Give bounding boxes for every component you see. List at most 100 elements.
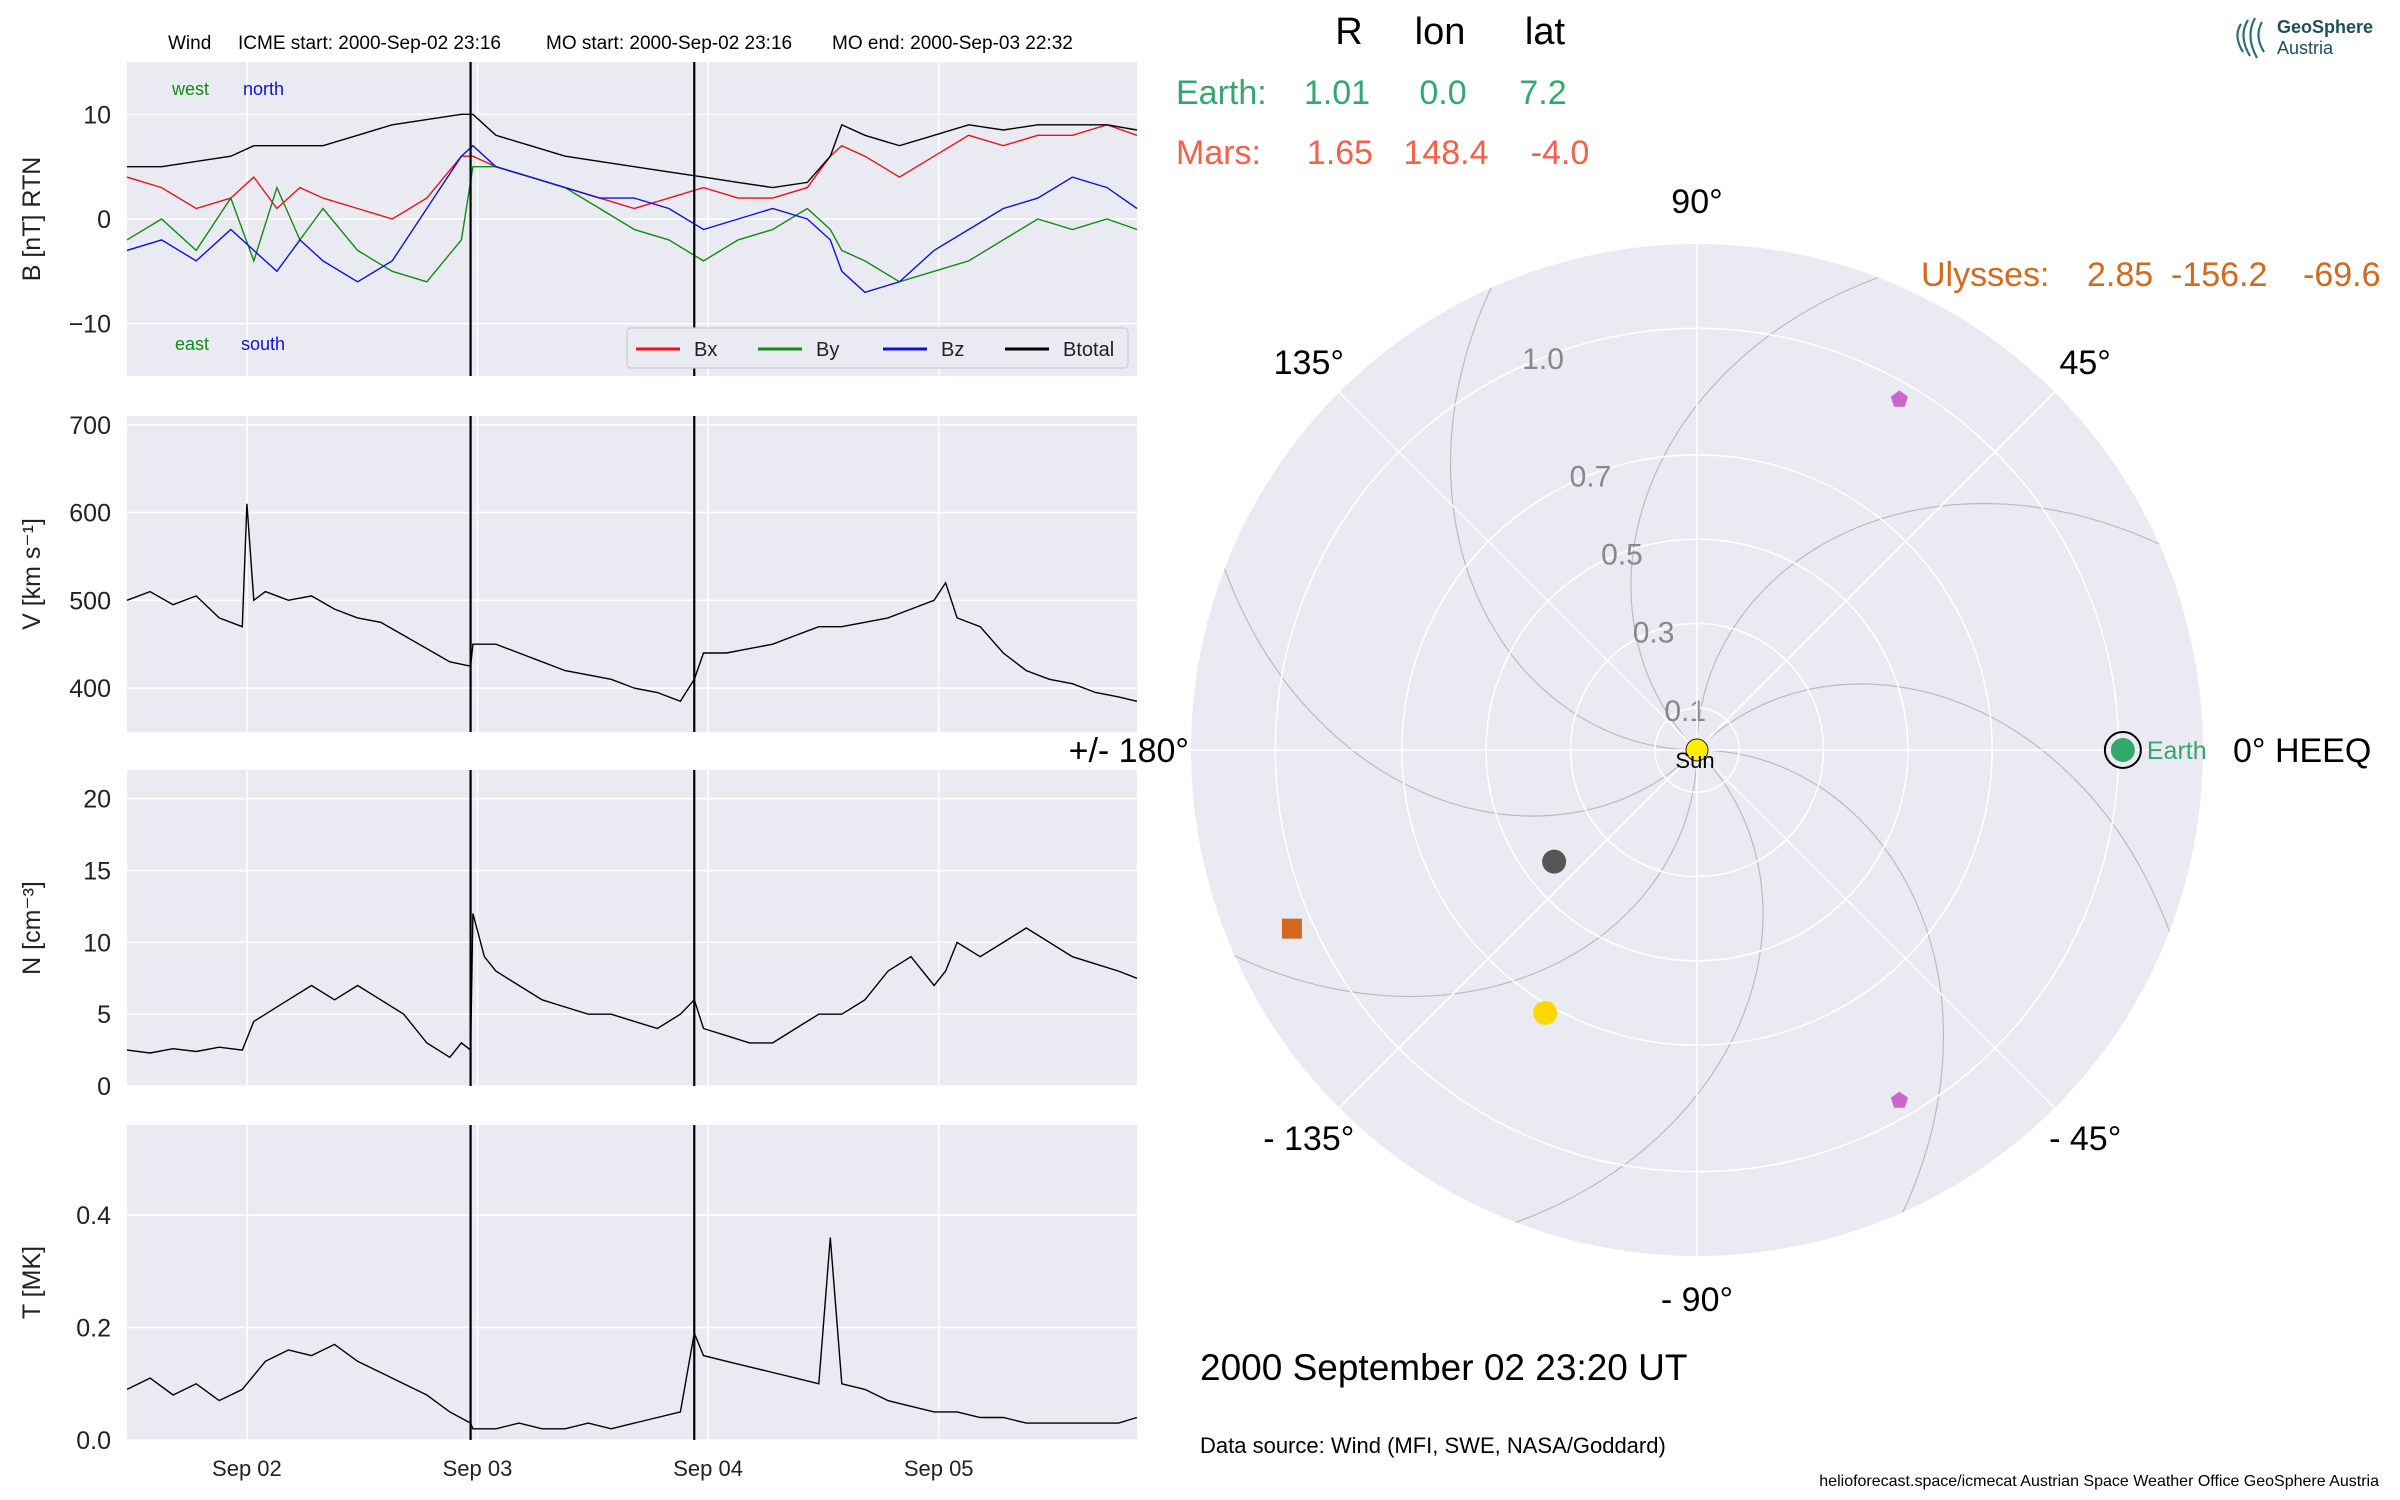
- title-spacecraft: Wind: [168, 33, 211, 54]
- y-tick-label: 10: [83, 101, 111, 129]
- radial-tick-label: 1.0: [1522, 343, 1564, 376]
- sun-marker: [1685, 738, 1709, 762]
- logo-line2: Austria: [2277, 38, 2334, 58]
- series-line-t: [126, 1237, 1138, 1430]
- angle-label: 90°: [1671, 183, 1722, 221]
- y-tick-label: 10: [83, 929, 111, 957]
- venus-marker: [1533, 1000, 1558, 1025]
- y-tick-label: 500: [69, 587, 111, 615]
- y-axis-label: V [km s⁻¹]: [18, 518, 46, 630]
- angular-spoke: [1338, 391, 1698, 751]
- angle-label: - 135°: [1263, 1120, 1354, 1158]
- y-tick-label: 15: [83, 858, 111, 886]
- mars-r: 1.65: [1307, 134, 1373, 172]
- legend-label-bx: Bx: [694, 339, 717, 361]
- mars-lat: -4.0: [1531, 134, 1590, 172]
- y-tick-label: 0.4: [76, 1202, 111, 1230]
- earth-marker: [2110, 738, 2135, 762]
- angle-label: - 45°: [2049, 1120, 2121, 1158]
- angle-label: +/- 180°: [1069, 732, 1189, 770]
- x-tick-label: Sep 02: [212, 1456, 282, 1481]
- timestamp: 2000 September 02 23:20 UT: [1200, 1347, 1688, 1388]
- y-tick-label: 600: [69, 500, 111, 528]
- earth-ring: [2103, 731, 2142, 769]
- angular-spoke: [1696, 391, 2056, 751]
- ulysses-name: Ulysses:: [1921, 256, 2049, 294]
- series-line-v: [126, 503, 1138, 703]
- annotation-west: west: [171, 79, 209, 99]
- panel-background: [127, 416, 1137, 732]
- annotation-north: north: [243, 79, 284, 99]
- radial-tick-label: 0.7: [1570, 460, 1612, 493]
- panel-4: 0.0 0.2 0.4 T [MK] Sep 02 Sep 03 Sep 04 Sep 05: [18, 1125, 1138, 1481]
- ulysses-lon: -156.2: [2171, 256, 2267, 294]
- stb-marker: [1890, 1091, 1908, 1108]
- angle-label: 135°: [1274, 344, 1344, 382]
- radial-tick-label: 0.1: [1664, 695, 1706, 728]
- series-line-bz: [126, 144, 1138, 294]
- angular-spoke: [1338, 749, 1698, 1109]
- y-tick-label: 400: [69, 675, 111, 703]
- earth-name: Earth:: [1176, 74, 1267, 112]
- y-tick-label: 20: [83, 786, 111, 814]
- radial-tick-label: 0.5: [1601, 539, 1643, 572]
- x-tick-label: Sep 05: [904, 1456, 974, 1481]
- panel-background: [127, 770, 1137, 1086]
- table-header-lat: lat: [1525, 11, 1566, 53]
- geosphere-logo: GeoSphere Austria: [2236, 17, 2373, 59]
- legend-box: [626, 327, 1129, 369]
- angle-label: - 90°: [1661, 1281, 1733, 1319]
- y-tick-label: 700: [69, 412, 111, 440]
- y-tick-label: 0.0: [76, 1427, 111, 1455]
- polar-plot: 0.1 0.3 0.5 0.7 1.0 90° 45° 0° HEEQ - 45° - 90° - …: [1069, 183, 2372, 1319]
- ulysses-r: 2.85: [2087, 256, 2153, 294]
- panel-2: 400 500 600 700 V [km s⁻¹]: [18, 412, 1138, 732]
- earth-label: Earth: [2147, 737, 2207, 765]
- ulysses-marker: [1281, 918, 1302, 939]
- title-mo-end: MO end: 2000-Sep-03 22:32: [832, 33, 1073, 54]
- ulysses-lat: -69.6: [2303, 256, 2381, 294]
- table-header-lon: lon: [1415, 11, 1466, 53]
- radial-tick-label: 0.3: [1633, 617, 1675, 650]
- mars-lon: 148.4: [1403, 134, 1488, 172]
- legend-label-btotal: Btotal: [1063, 339, 1114, 361]
- mercury-marker: [1542, 849, 1567, 874]
- angle-label: 0° HEEQ: [2233, 732, 2371, 770]
- y-tick-label: 0.2: [76, 1315, 111, 1343]
- sta-marker: [1890, 390, 1908, 407]
- annotation-south: south: [241, 334, 285, 354]
- x-tick-label: Sep 03: [443, 1456, 513, 1481]
- y-tick-label: 0: [97, 206, 111, 234]
- annotation-east: east: [175, 334, 209, 354]
- earth-lat: 7.2: [1519, 74, 1566, 112]
- series-line-by: [126, 165, 1138, 283]
- legend-label-by: By: [816, 339, 839, 361]
- y-tick-label: 0: [97, 1073, 111, 1101]
- earth-r: 1.01: [1304, 74, 1370, 112]
- title-mo-start: MO start: 2000-Sep-02 23:16: [546, 33, 792, 54]
- data-source: Data source: Wind (MFI, SWE, NASA/Goddar…: [1200, 1433, 1666, 1458]
- legend-label-bz: Bz: [941, 339, 964, 361]
- earth-lon: 0.0: [1419, 74, 1466, 112]
- x-tick-label: Sep 04: [673, 1456, 743, 1481]
- series-line-bx: [126, 124, 1138, 220]
- panel-background: [127, 1125, 1137, 1440]
- footer: helioforecast.space/icmecat Austrian Spa…: [1819, 1473, 2379, 1490]
- angle-label: 45°: [2059, 344, 2110, 382]
- series-line-n: [126, 913, 1138, 1059]
- y-axis-label: N [cm⁻³]: [18, 881, 46, 975]
- y-axis-label: T [MK]: [18, 1246, 46, 1319]
- sun-label: Sun: [1675, 748, 1714, 773]
- series-line-btotal: [127, 113, 1138, 189]
- y-axis-label: B [nT] RTN: [18, 157, 46, 282]
- positions-table: R lon lat Earth: 1.01 0.0 7.2 Mars: 1.65…: [1176, 11, 2381, 294]
- panel-1: −10 0 10 B [nT] RTN west north east south Bx By Bz…: [18, 62, 1138, 376]
- angular-spoke: [1696, 749, 2056, 1109]
- y-tick-label: 5: [97, 1001, 111, 1029]
- panel-3: 0 5 10 15 20 N [cm⁻³]: [18, 770, 1138, 1101]
- title-icme-start: ICME start: 2000-Sep-02 23:16: [238, 33, 501, 54]
- timeseries-panels: −10 0 10 B [nT] RTN west north east south Bx By Bz…: [18, 62, 1138, 1481]
- mars-name: Mars:: [1176, 134, 1261, 172]
- logo-line1: GeoSphere: [2277, 17, 2373, 37]
